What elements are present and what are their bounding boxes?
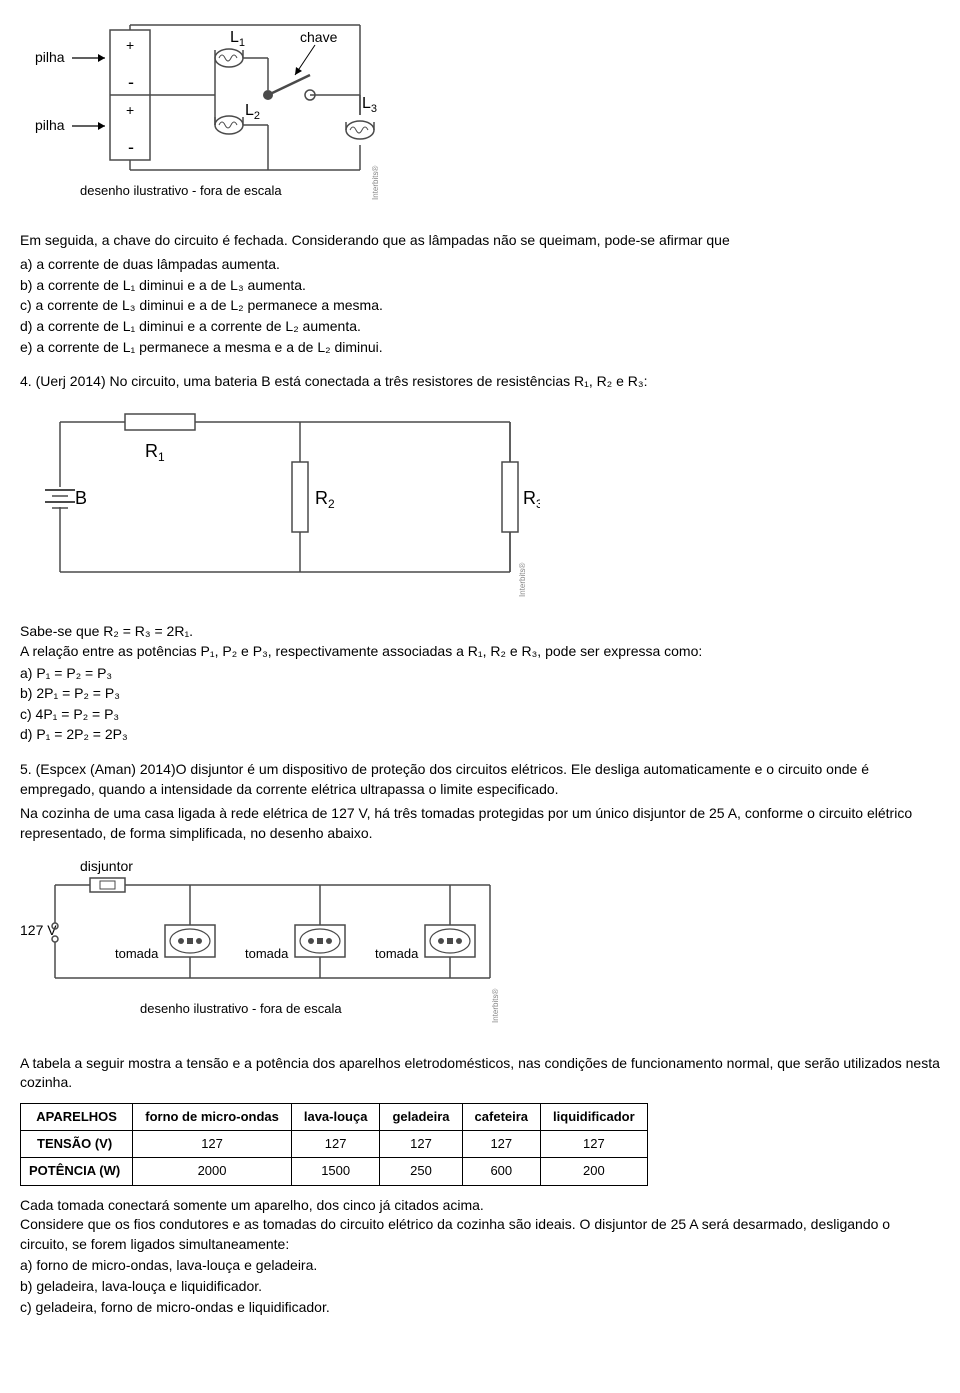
r3-label: R3 — [523, 488, 540, 511]
cell: 127 — [462, 1131, 540, 1158]
q3-option-d: d) a corrente de L₁ diminui e a corrente… — [20, 317, 940, 337]
table-col-1: lava-louça — [291, 1104, 380, 1131]
q4-circuit-diagram: B R1 R2 R3 Interbits® — [20, 402, 940, 608]
q5-table-intro: A tabela a seguir mostra a tensão e a po… — [20, 1054, 940, 1093]
q4-number: 4. — [20, 373, 32, 389]
l2-label: L2 — [245, 102, 260, 122]
l3-label: L3 — [362, 95, 377, 115]
watermark-q4: Interbits® — [518, 562, 527, 596]
q5-text3: Cada tomada conectará somente um aparelh… — [20, 1196, 940, 1216]
tomada-1 — [165, 885, 215, 978]
q5-option-c: c) geladeira, forno de micro-ondas e liq… — [20, 1298, 940, 1318]
cell: 127 — [380, 1131, 462, 1158]
q3-intro: Em seguida, a chave do circuito é fechad… — [20, 231, 940, 251]
chave-label: chave — [300, 29, 338, 45]
q4-source: (Uerj 2014) — [36, 373, 106, 389]
q5-header: 5. (Espcex (Aman) 2014)O disjuntor é um … — [20, 760, 940, 799]
q5-text2: Na cozinha de uma casa ligada à rede elé… — [20, 804, 940, 843]
q4-header: 4. (Uerj 2014) No circuito, uma bateria … — [20, 372, 940, 392]
r2-label: R2 — [315, 488, 335, 511]
q3-options: a) a corrente de duas lâmpadas aumenta. … — [20, 255, 940, 357]
watermark: Interbits® — [371, 166, 380, 200]
lamp-l2 — [215, 116, 243, 134]
q5-circuit-diagram: disjuntor 127 V tomada — [20, 853, 940, 1039]
tomada-label-2: tomada — [245, 946, 289, 961]
q4-known: Sabe-se que R₂ = R₃ = 2R₁. — [20, 622, 940, 642]
pilha-label-2: pilha — [35, 117, 65, 133]
q5-source: (Espcex (Aman) 2014) — [36, 761, 176, 777]
table-col-4: liquidificador — [541, 1104, 648, 1131]
q4-options: a) P₁ = P₂ = P₃ b) 2P₁ = P₂ = P₃ c) 4P₁ … — [20, 664, 940, 745]
disjuntor-label: disjuntor — [80, 858, 133, 874]
cell: 1500 — [291, 1158, 380, 1185]
battery-label: B — [75, 488, 87, 508]
appliance-table: APARELHOS forno de micro-ondas lava-louç… — [20, 1103, 648, 1186]
q5-option-b: b) geladeira, lava-louça e liquidificado… — [20, 1277, 940, 1297]
q4-option-b: b) 2P₁ = P₂ = P₃ — [20, 684, 940, 704]
table-row-potencia: POTÊNCIA (W) 2000 1500 250 600 200 — [21, 1158, 648, 1185]
q3-circuit-diagram: + - + - pilha pilha L1 — [20, 20, 940, 216]
q3-option-e: e) a corrente de L₁ permanece a mesma e … — [20, 338, 940, 358]
table-col-2: geladeira — [380, 1104, 462, 1131]
r1-label: R1 — [145, 441, 165, 464]
table-col-0: forno de micro-ondas — [133, 1104, 292, 1131]
q3-caption: desenho ilustrativo - fora de escala — [80, 183, 282, 198]
tomada-3 — [425, 885, 475, 978]
q5-text4: Considere que os fios condutores e as to… — [20, 1215, 940, 1254]
plus-sign: + — [126, 37, 134, 53]
q3-option-a: a) a corrente de duas lâmpadas aumenta. — [20, 255, 940, 275]
row-label-potencia: POTÊNCIA (W) — [21, 1158, 133, 1185]
watermark-q5: Interbits® — [491, 989, 500, 1023]
minus-sign-2: - — [128, 137, 134, 157]
cell: 200 — [541, 1158, 648, 1185]
q4-option-d: d) P₁ = 2P₂ = 2P₃ — [20, 725, 940, 745]
l1-label: L1 — [230, 29, 245, 49]
q4-option-c: c) 4P₁ = P₂ = P₃ — [20, 705, 940, 725]
pilha-label-1: pilha — [35, 49, 65, 65]
cell: 127 — [291, 1131, 380, 1158]
q4-text: No circuito, uma bateria B está conectad… — [110, 373, 648, 389]
cell: 127 — [133, 1131, 292, 1158]
table-header-row: APARELHOS forno de micro-ondas lava-louç… — [21, 1104, 648, 1131]
q4-option-a: a) P₁ = P₂ = P₃ — [20, 664, 940, 684]
q4-relation: A relação entre as potências P₁, P₂ e P₃… — [20, 642, 940, 662]
cell: 127 — [541, 1131, 648, 1158]
plus-sign-2: + — [126, 102, 134, 118]
table-row-tensao: TENSÃO (V) 127 127 127 127 127 — [21, 1131, 648, 1158]
lamp-l1 — [215, 49, 243, 67]
cell: 2000 — [133, 1158, 292, 1185]
table-col-3: cafeteira — [462, 1104, 540, 1131]
tomada-label-1: tomada — [115, 946, 159, 961]
q5-number: 5. — [20, 761, 32, 777]
q3-option-c: c) a corrente de L₃ diminui e a de L₂ pe… — [20, 296, 940, 316]
cell: 600 — [462, 1158, 540, 1185]
table-header-aparelhos: APARELHOS — [21, 1104, 133, 1131]
tomada-2 — [295, 885, 345, 978]
minus-sign: - — [128, 72, 134, 92]
row-label-tensao: TENSÃO (V) — [21, 1131, 133, 1158]
tomada-label-3: tomada — [375, 946, 419, 961]
q5-caption: desenho ilustrativo - fora de escala — [140, 1001, 342, 1016]
q5-options: a) forno de micro-ondas, lava-louça e ge… — [20, 1256, 940, 1317]
cell: 250 — [380, 1158, 462, 1185]
q5-option-a: a) forno de micro-ondas, lava-louça e ge… — [20, 1256, 940, 1276]
q3-option-b: b) a corrente de L₁ diminui e a de L₃ au… — [20, 276, 940, 296]
